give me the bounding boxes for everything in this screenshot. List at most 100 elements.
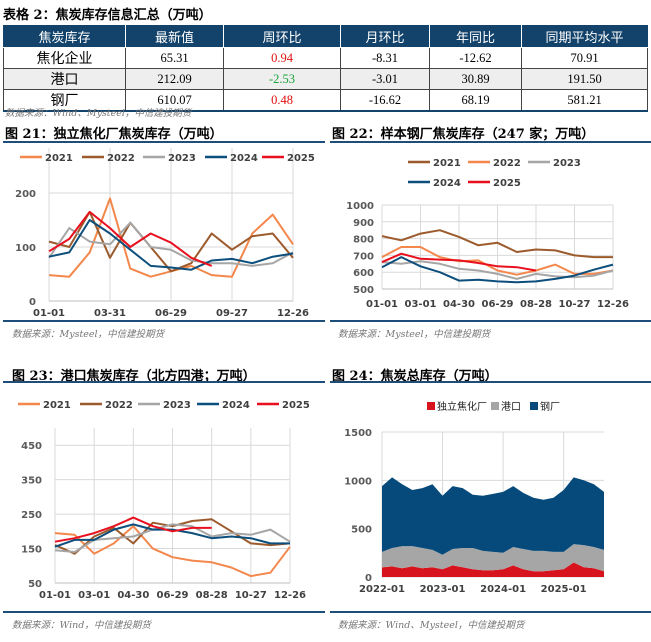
divider: [330, 320, 651, 322]
y-tick-label: 0: [365, 573, 372, 584]
chart21-title: 图 21：独立焦化厂焦炭库存（万吨）: [5, 127, 223, 142]
y-tick-label: 350: [21, 476, 42, 487]
col-header: 同期平均水平: [521, 25, 648, 48]
divider: [3, 320, 325, 322]
chart23-title: 图 23：港口焦炭库存（北方四港；万吨）: [12, 369, 256, 384]
col-header: 年同比: [429, 25, 522, 48]
cell-yoy: 30.89: [429, 68, 522, 90]
series-line-2022: [381, 246, 614, 276]
cell-latest: 212.09: [125, 68, 224, 90]
series-line-2022: [54, 518, 291, 555]
series-line-2024: [48, 219, 294, 271]
cell-mom: -8.31: [340, 47, 430, 69]
legend-label: 2023: [163, 400, 191, 411]
cell-mom: -3.01: [340, 68, 430, 90]
legend-swatch: [491, 402, 499, 410]
x-tick-label: 01-01: [39, 590, 71, 601]
legend-label: 2021: [45, 153, 73, 164]
x-tick-label: 08-28: [520, 299, 552, 310]
x-tick-label: 2025-01: [541, 584, 587, 595]
x-tick-label: 01-01: [33, 308, 65, 319]
chart24-source: 数据来源：Wind、Mysteel，中信建投期货: [338, 620, 525, 631]
cell-name: 港口: [3, 68, 126, 90]
x-tick-label: 06-29: [482, 299, 514, 310]
y-tick-label: 500: [353, 285, 374, 296]
legend-label: 钢厂: [540, 400, 560, 413]
series-line-2025: [381, 252, 537, 272]
divider: [3, 611, 325, 613]
table-row: 港口 212.09 -2.53 -3.01 30.89 191.50: [3, 68, 648, 90]
col-header: 月环比: [340, 25, 430, 48]
legend-label: 2021: [43, 400, 71, 411]
y-tick-label: 500: [351, 525, 372, 536]
legend-swatch: [427, 402, 435, 410]
legend-label: 2025: [493, 178, 521, 189]
legend-label: 2022: [105, 400, 133, 411]
x-tick-label: 12-26: [274, 590, 306, 601]
cell-mom: -16.62: [340, 89, 430, 112]
y-tick-label: 150: [21, 545, 42, 556]
y-tick-label: 1000: [344, 476, 372, 487]
series-line-2023: [381, 260, 614, 280]
y-tick-label: 800: [353, 235, 374, 246]
col-header: 最新值: [125, 25, 224, 48]
y-tick-label: 100: [15, 243, 36, 254]
legend-label: 2022: [107, 153, 135, 164]
table-source: 数据来源：Wind、Mysteel，中信建投期货: [5, 108, 192, 119]
cell-avg: 581.21: [521, 89, 648, 112]
legend-label: 2025: [282, 400, 310, 411]
x-tick-label: 03-01: [405, 299, 437, 310]
series-line-2021: [54, 525, 291, 578]
legend-label: 2023: [553, 158, 581, 169]
y-tick-label: 250: [21, 510, 42, 521]
x-tick-label: 06-29: [155, 308, 187, 319]
x-tick-label: 10-27: [235, 590, 267, 601]
x-tick-label: 2022-01: [359, 584, 405, 595]
divider: [3, 141, 325, 143]
area-港口: [382, 544, 604, 572]
y-tick-label: 700: [353, 251, 374, 262]
y-tick-label: 200: [15, 189, 36, 200]
y-tick-label: 450: [21, 441, 42, 452]
x-tick-label: 01-01: [366, 299, 398, 310]
x-tick-label: 12-26: [597, 299, 629, 310]
coke-inventory-table: 焦炭库存 最新值 周环比 月环比 年同比 同期平均水平 焦化企业 65.31 0…: [3, 25, 648, 112]
x-tick-label: 04-30: [443, 299, 475, 310]
legend-label: 2022: [493, 158, 521, 169]
chart22-source: 数据来源：Mysteel，中信建投期货: [338, 329, 491, 340]
divider: [330, 381, 651, 383]
divider: [3, 381, 325, 383]
area-钢厂: [382, 477, 604, 555]
chart22-title: 图 22：样本钢厂焦炭库存（247 家；万吨）: [332, 127, 595, 142]
divider: [330, 141, 651, 143]
y-tick-label: 0: [29, 297, 36, 308]
area-独立焦化厂: [382, 562, 604, 577]
x-tick-label: 03-01: [78, 590, 110, 601]
legend-label: 2024: [222, 400, 250, 411]
chart24-title: 图 24：焦炭总库存（万吨）: [332, 369, 498, 384]
table-title: 表格 2：焦炭库存信息汇总（万吨）: [3, 8, 212, 23]
chart23-source: 数据来源：Wind，中信建投期货: [12, 620, 151, 631]
y-tick-label: 50: [28, 579, 42, 590]
y-tick-label: 600: [353, 268, 374, 279]
legend-label: 2025: [287, 153, 315, 164]
x-tick-label: 08-28: [196, 590, 228, 601]
cell-avg: 191.50: [521, 68, 648, 90]
cell-wow: 0.48: [223, 89, 341, 112]
series-line-2024: [54, 523, 290, 548]
x-tick-label: 06-29: [157, 590, 189, 601]
y-tick-label: 900: [353, 218, 374, 229]
y-tick-label: 1000: [346, 201, 374, 212]
legend-label: 2023: [168, 153, 196, 164]
x-tick-label: 12-26: [277, 308, 309, 319]
legend-swatch: [530, 402, 538, 410]
divider: [330, 611, 651, 613]
cell-wow: -2.53: [223, 68, 341, 90]
legend-label: 独立焦化厂: [437, 400, 487, 413]
x-tick-label: 09-27: [216, 308, 248, 319]
series-line-2025: [48, 210, 213, 267]
y-tick-label: 1500: [344, 428, 372, 439]
cell-wow: 0.94: [223, 47, 341, 69]
legend-label: 2024: [433, 178, 461, 189]
